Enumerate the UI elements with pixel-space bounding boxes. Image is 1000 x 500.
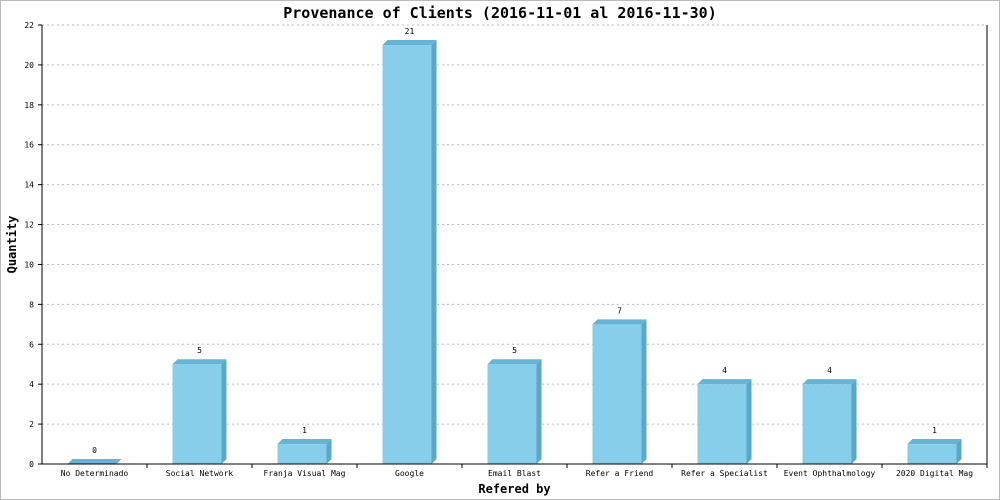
y-axis-ticks: 0 2 4 6 8 10 12 14 16 18 20 22 xyxy=(24,21,42,469)
data-label: 4 xyxy=(722,366,727,375)
x-axis-ticks: No Determinado Social Network Franja Visua… xyxy=(61,464,988,478)
bar-front xyxy=(592,324,642,464)
bar-top xyxy=(802,379,857,385)
y-tick-label: 20 xyxy=(24,61,34,70)
bar-front xyxy=(802,384,852,464)
bar-side xyxy=(326,439,332,464)
bar xyxy=(697,379,752,464)
bar-top xyxy=(382,39,437,45)
x-tick-label: Social Network xyxy=(166,469,234,478)
bar-side xyxy=(956,439,962,464)
bar-side xyxy=(851,379,857,464)
bar-side xyxy=(746,379,752,464)
data-label: 5 xyxy=(512,346,517,355)
bars: 0 5 1 21 5 7 4 4 1 xyxy=(67,27,962,465)
data-label: 21 xyxy=(405,27,415,36)
y-tick-label: 12 xyxy=(24,221,34,230)
bar xyxy=(487,359,542,464)
x-tick-label: Event Ophthalmology xyxy=(784,469,876,478)
bar xyxy=(67,459,122,464)
data-label: 1 xyxy=(932,426,937,435)
grid-lines xyxy=(42,24,988,464)
bar-front xyxy=(172,364,222,464)
bar-side xyxy=(536,359,542,464)
bar xyxy=(277,439,332,464)
y-tick-label: 6 xyxy=(29,340,34,349)
bar-front xyxy=(382,44,432,465)
x-axis-title: Refered by xyxy=(478,482,550,496)
data-label: 5 xyxy=(197,346,202,355)
bar-top xyxy=(487,359,542,365)
x-tick-label: No Determinado xyxy=(61,469,129,478)
y-tick-label: 22 xyxy=(24,21,34,30)
y-axis-title: Quantity xyxy=(5,216,19,274)
bar-side xyxy=(431,39,437,465)
y-tick-label: 16 xyxy=(24,141,34,150)
bar-top xyxy=(907,439,962,445)
bar-front xyxy=(697,384,747,464)
data-label: 4 xyxy=(827,366,832,375)
x-tick-label: Refer a Specialist xyxy=(681,469,768,478)
x-tick-label: Google xyxy=(395,469,424,478)
bar-front xyxy=(907,444,957,464)
bar-top xyxy=(67,459,122,464)
data-label: 1 xyxy=(302,426,307,435)
x-tick-label: Email Blast xyxy=(488,469,541,478)
bar xyxy=(907,439,962,464)
y-tick-label: 18 xyxy=(24,101,34,110)
bar xyxy=(592,319,647,464)
bar-top xyxy=(697,379,752,385)
bar-top xyxy=(592,319,647,325)
y-tick-label: 4 xyxy=(29,380,34,389)
bar-front xyxy=(487,364,537,464)
x-tick-label: Refer a Friend xyxy=(586,469,654,478)
data-label: 0 xyxy=(92,446,97,455)
bar-front xyxy=(277,444,327,464)
chart-title: Provenance of Clients (2016-11-01 al 201… xyxy=(283,4,717,22)
x-tick-label: 2020 Digital Mag xyxy=(896,469,973,478)
x-tick-label: Franja Visual Mag xyxy=(264,469,346,478)
data-label: 7 xyxy=(617,306,622,315)
y-tick-label: 8 xyxy=(29,300,34,309)
bar xyxy=(382,39,437,465)
y-tick-label: 14 xyxy=(24,181,34,190)
y-tick-label: 2 xyxy=(29,420,34,429)
y-tick-label: 10 xyxy=(24,260,34,269)
y-tick-label: 0 xyxy=(29,460,34,469)
bar-top xyxy=(277,439,332,445)
bar xyxy=(172,359,227,464)
bar xyxy=(802,379,857,464)
bar-side xyxy=(221,359,227,464)
bar-top xyxy=(172,359,227,365)
bar-side xyxy=(641,319,647,464)
